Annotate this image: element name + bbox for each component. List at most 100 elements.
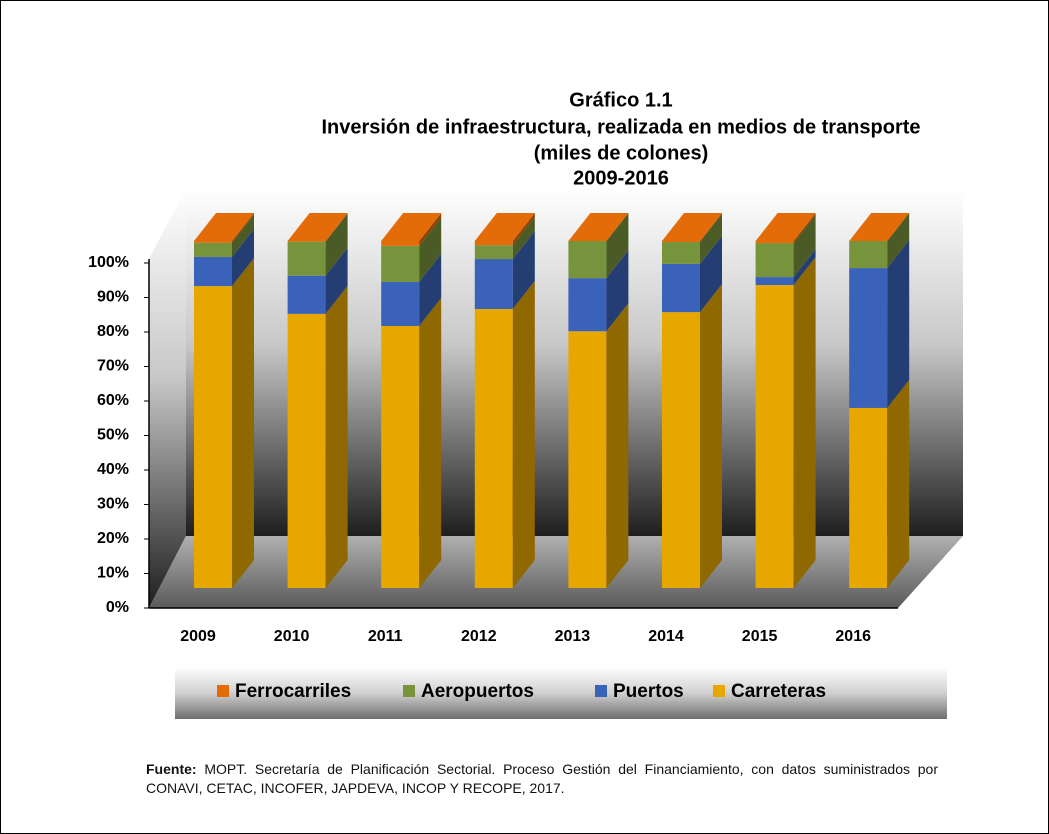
y-tick-label: 20% — [97, 530, 129, 547]
x-tick-label: 2014 — [648, 628, 684, 645]
bar-side — [512, 217, 535, 260]
y-tick-label: 40% — [97, 461, 129, 478]
bar — [194, 242, 232, 257]
x-tick-label: 2012 — [461, 628, 497, 645]
bar — [755, 285, 794, 588]
x-tick-label: 2009 — [180, 628, 216, 645]
bar — [755, 277, 794, 286]
legend-swatch — [713, 685, 725, 697]
bar-side — [606, 303, 629, 588]
bar — [474, 241, 513, 246]
x-tick-label: 2016 — [835, 628, 871, 645]
bar — [194, 241, 232, 243]
source-note: Fuente: MOPT. Secretaría de Planificació… — [146, 760, 938, 798]
bar-side — [325, 213, 348, 242]
bar — [381, 326, 420, 588]
chart-subtitle: Inversión de infraestructura, realizada … — [321, 116, 920, 138]
x-tick-label: 2010 — [274, 628, 310, 645]
bar-side — [606, 250, 629, 332]
bar — [287, 275, 326, 314]
source-text: MOPT. Secretaría de Planificación Sector… — [146, 761, 939, 796]
bar-side — [419, 213, 442, 246]
legend-label: Puertos — [613, 681, 684, 702]
bar-side — [232, 214, 254, 257]
bar — [662, 312, 700, 588]
bar-side — [793, 249, 816, 286]
bar — [849, 407, 888, 588]
y-tick-label: 100% — [88, 254, 129, 271]
bar-top — [474, 213, 535, 241]
bar-side — [887, 213, 910, 269]
bar — [662, 241, 700, 243]
bar — [194, 286, 232, 588]
bar — [849, 268, 888, 408]
bar — [474, 245, 513, 260]
bar — [287, 313, 326, 588]
y-tick-label: 60% — [97, 392, 129, 409]
bar-side — [419, 253, 442, 327]
bar — [568, 278, 607, 332]
x-tick-label: 2015 — [742, 628, 778, 645]
bar — [474, 309, 513, 588]
bar-side — [793, 215, 816, 278]
bar-top — [194, 213, 254, 241]
side-wall — [149, 188, 186, 608]
legend-label: Carreteras — [731, 681, 826, 702]
bar — [287, 241, 326, 242]
bar-side — [700, 284, 722, 588]
bar-side — [700, 235, 722, 313]
legend-box — [175, 667, 947, 719]
bar — [662, 263, 700, 313]
bar — [474, 259, 513, 310]
bar — [755, 243, 794, 278]
y-tick-label: 90% — [97, 289, 129, 306]
chart-subtitle: 2009-2016 — [573, 167, 669, 189]
x-tick-label: 2013 — [555, 628, 591, 645]
bar-side — [512, 281, 535, 588]
y-tick-label: 70% — [97, 358, 129, 375]
bar-top — [849, 213, 910, 241]
bar — [381, 281, 420, 327]
floor — [149, 536, 963, 608]
bar — [568, 331, 607, 588]
legend-swatch — [595, 685, 607, 697]
bar-side — [232, 258, 254, 588]
bar-side — [887, 240, 910, 408]
bar-side — [793, 257, 816, 588]
bar — [755, 241, 794, 244]
y-tick-label: 0% — [106, 599, 129, 616]
y-tick-label: 10% — [97, 565, 129, 582]
bar-side — [512, 231, 535, 310]
legend-label: Aeropuertos — [421, 681, 534, 702]
bar-side — [325, 285, 348, 588]
bar-side — [232, 213, 254, 243]
chart-subtitle: (miles de colones) — [534, 142, 709, 164]
bar — [662, 242, 700, 264]
bar — [849, 241, 888, 269]
bar — [194, 256, 232, 287]
bar-side — [419, 298, 442, 588]
bar-side — [793, 213, 816, 244]
legend-swatch — [403, 685, 415, 697]
bar-side — [325, 247, 348, 314]
bar-top — [381, 213, 442, 241]
y-tick-label: 50% — [97, 427, 129, 444]
x-tick-label: 2011 — [368, 628, 403, 645]
bar-side — [700, 214, 722, 264]
chart-title: Gráfico 1.1 — [569, 89, 672, 111]
bar-side — [232, 228, 254, 287]
source-label: Fuente: — [146, 761, 197, 777]
bar-side — [419, 217, 442, 282]
bar-top — [662, 213, 722, 241]
legend-label: Ferrocarriles — [235, 681, 351, 702]
bar — [287, 241, 326, 276]
bar-top — [568, 213, 629, 241]
bar-side — [606, 213, 629, 279]
y-tick-label: 80% — [97, 323, 129, 340]
y-tick-label: 30% — [97, 496, 129, 513]
bar — [381, 245, 420, 282]
bar — [568, 241, 607, 279]
bar-side — [700, 213, 722, 243]
